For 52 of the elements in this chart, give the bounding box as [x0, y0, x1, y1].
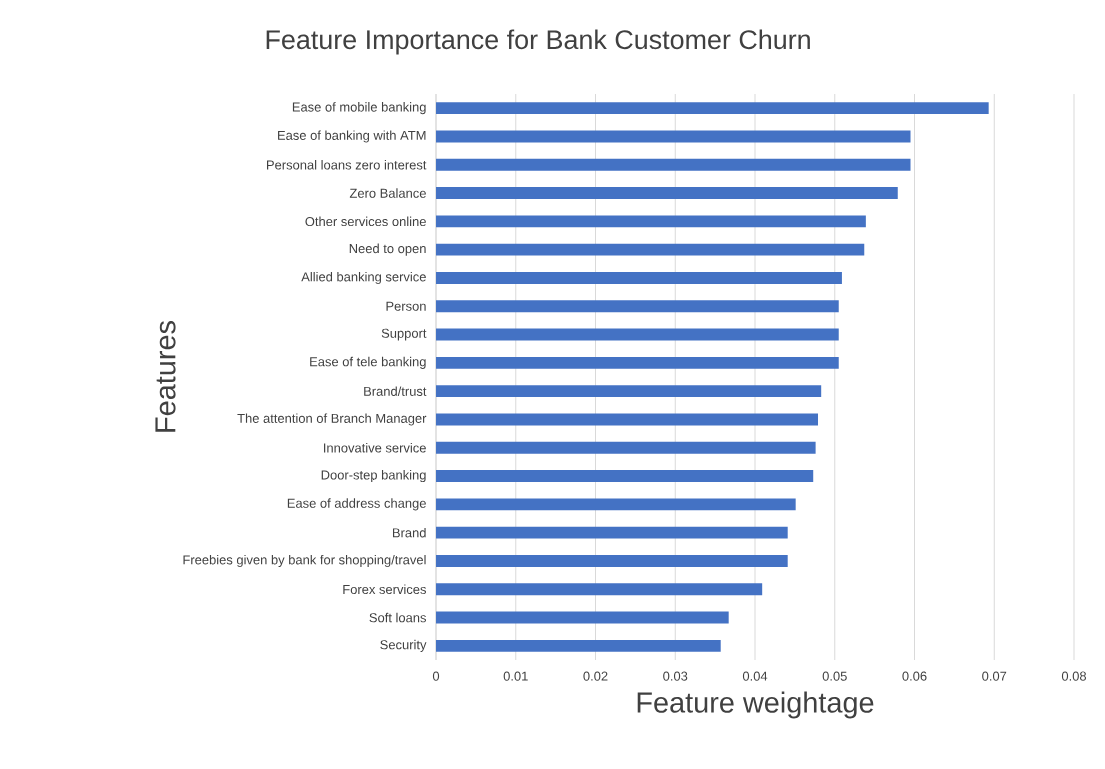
bar	[436, 272, 842, 284]
y-tick-label: Zero Balance	[349, 188, 426, 198]
y-tick-label: Security	[380, 639, 427, 652]
y-tick-label: Need to open	[349, 243, 426, 256]
bar	[436, 102, 989, 115]
bar	[436, 555, 788, 567]
y-tick-label: Brand	[392, 527, 426, 538]
bar	[436, 328, 839, 341]
bar	[436, 130, 911, 143]
y-tick-label: Personal loans zero interest	[267, 160, 427, 170]
y-tick-label: Brand/trust	[364, 386, 427, 396]
bar	[436, 441, 816, 454]
bar	[436, 356, 839, 369]
x-tick-label: 0.08	[1061, 671, 1087, 681]
y-tick-label: Ease of address change	[287, 498, 426, 511]
x-tick-label: 0.05	[822, 671, 847, 681]
y-tick-label: Support	[381, 328, 427, 341]
x-axis-title: Feature weightage	[637, 691, 874, 719]
x-tick-label: 0.02	[583, 671, 608, 681]
x-tick-label: 0.04	[742, 671, 768, 681]
bar	[436, 243, 865, 256]
y-tick-label: Allied banking service	[301, 271, 426, 284]
x-tick-label: 0.07	[982, 671, 1007, 681]
y-tick-label: Ease of tele banking	[310, 356, 426, 369]
bar	[436, 498, 796, 511]
bar	[436, 385, 822, 398]
bar	[436, 187, 898, 199]
y-tick-label: Freebies given by bank for shopping/travel	[183, 554, 426, 567]
y-tick-label: Innovative service	[324, 443, 426, 453]
bar	[436, 413, 819, 426]
y-tick-label: Soft loans	[369, 612, 427, 623]
bar	[436, 300, 839, 313]
y-axis-title: Features	[155, 321, 176, 432]
y-tick-label: Person	[386, 301, 426, 311]
bar	[436, 583, 763, 596]
bar	[436, 470, 814, 482]
bar	[436, 158, 911, 171]
x-tick-label: 0.01	[503, 671, 528, 681]
chart-title: Feature Importance for Bank Customer Churn	[266, 29, 810, 55]
x-tick-label: 0.06	[902, 671, 927, 681]
y-tick-label: Ease of mobile banking	[292, 102, 426, 115]
x-tick-label: 0.03	[663, 671, 688, 681]
y-tick-label: Ease of banking with ATM	[278, 130, 426, 143]
bar	[436, 639, 721, 652]
y-tick-label: Door-step banking	[321, 470, 426, 483]
bar	[436, 526, 788, 539]
bar	[436, 611, 729, 624]
y-tick-label: Other services online	[305, 216, 426, 227]
y-tick-label: Forex services	[343, 584, 427, 595]
x-tick-label: 0	[432, 671, 440, 681]
y-tick-label: The attention of Branch Manager	[237, 413, 427, 426]
bar	[436, 215, 866, 228]
